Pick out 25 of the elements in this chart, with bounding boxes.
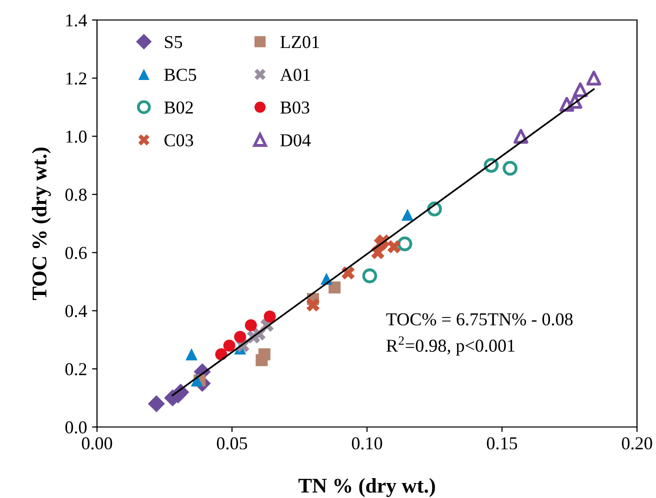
y-axis-title: TOC % (dry wt.) xyxy=(32,148,51,300)
x-axis-title: TN % (dry wt.) xyxy=(298,478,435,498)
legend-label: BC5 xyxy=(164,68,196,81)
x-tick-label: 0.00 xyxy=(82,437,112,450)
y-tick-label: 0.6 xyxy=(65,246,87,260)
legend-label: LZ01 xyxy=(280,36,319,48)
x-tick-label: 0.10 xyxy=(352,437,382,450)
y-tick-label: 0.8 xyxy=(65,188,87,201)
y-tick-label: 1.2 xyxy=(66,72,86,85)
annotation: TOC% = 6.75TN% - 0.08 xyxy=(386,313,573,326)
x-tick-label: 0.15 xyxy=(486,437,518,450)
y-tick-label: 0.0 xyxy=(65,421,87,434)
y-tick-label: 1.0 xyxy=(66,130,87,143)
y-tick-label: 0.4 xyxy=(65,304,87,318)
legend-label: S5 xyxy=(164,36,182,48)
legend-label: C03 xyxy=(164,134,194,146)
legend-label: B02 xyxy=(164,101,193,114)
legend-label: B03 xyxy=(280,101,310,114)
legend-label: D04 xyxy=(280,134,311,146)
annotation: R$^{2}$=0.98, p<0.001 xyxy=(386,336,514,356)
y-tick-label: 0.2 xyxy=(65,363,86,376)
legend-label: A01 xyxy=(280,68,310,81)
x-tick-label: 0.05 xyxy=(216,437,248,450)
x-tick-label: 0.20 xyxy=(622,437,652,450)
y-tick-label: 1.4 xyxy=(66,14,87,27)
